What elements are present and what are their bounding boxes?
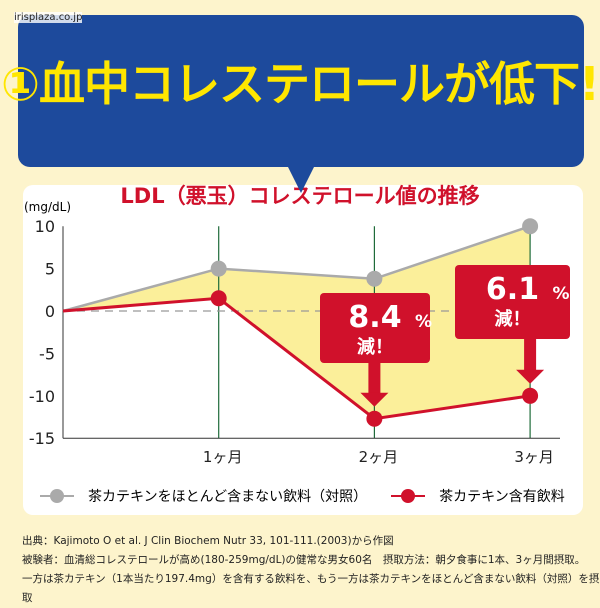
arrow-shaft xyxy=(524,339,537,372)
legend: 茶カテキンをほとんど含まない飲料（対照） 茶カテキン含有飲料 xyxy=(40,486,565,506)
callout-unit: % xyxy=(553,284,570,304)
legend-catechin: 茶カテキン含有飲料 xyxy=(439,489,565,505)
watermark: irisplaza.co.jp xyxy=(14,12,83,23)
callout-value: 8.4 xyxy=(348,300,401,335)
x-tick-label: 2ヶ月 xyxy=(359,448,399,466)
y-tick-label: 0 xyxy=(45,302,55,321)
headline-banner xyxy=(18,15,584,167)
x-tick-label: 3ヶ月 xyxy=(514,448,554,466)
callout-unit: % xyxy=(415,312,432,332)
y-tick-label: -5 xyxy=(39,344,55,363)
legend-marker-control xyxy=(40,489,74,503)
data-point xyxy=(366,410,383,427)
source-notes: 出典：Kajimoto O et al. J Clin Biochem Nutr… xyxy=(22,532,600,608)
arrow-head xyxy=(360,392,389,407)
source-line: 出典：Kajimoto O et al. J Clin Biochem Nutr… xyxy=(22,535,394,547)
callout-text: 減！ xyxy=(357,336,393,358)
callout-box xyxy=(455,265,570,339)
arrow-shaft xyxy=(368,363,381,395)
data-point xyxy=(366,270,383,287)
subjects-line: 被験者：血清総コレステロールが高め(180-259mg/dL)の健常な男女60名… xyxy=(22,554,586,566)
y-unit: (mg/dL) xyxy=(24,200,72,214)
fill-between xyxy=(63,226,531,419)
series-line xyxy=(62,225,531,313)
x-tick-label: 1ヶ月 xyxy=(203,448,243,466)
arrow-head xyxy=(516,369,545,384)
y-tick-label: -15 xyxy=(29,429,55,448)
series-line xyxy=(62,296,531,421)
y-tick-label: 5 xyxy=(45,260,55,279)
data-point xyxy=(522,218,539,235)
method-line: 一方は茶カテキン（1本当たり197.4mg）を含有する飲料を、もう一方は茶カテキ… xyxy=(22,573,600,604)
legend-marker-catechin xyxy=(391,489,426,503)
banner-pointer xyxy=(287,165,315,193)
data-point xyxy=(210,290,227,307)
callout-value: 6.1 xyxy=(486,272,539,307)
data-point xyxy=(522,387,539,404)
callout-box xyxy=(320,293,430,363)
data-point xyxy=(210,260,227,277)
y-tick-label: 10 xyxy=(35,217,55,236)
callout-text: 減！ xyxy=(495,308,531,330)
y-tick-label: -10 xyxy=(29,387,55,406)
legend-control: 茶カテキンをほとんど含まない飲料（対照） xyxy=(88,489,368,505)
headline: ①血中コレステロールが低下! xyxy=(1,57,600,111)
